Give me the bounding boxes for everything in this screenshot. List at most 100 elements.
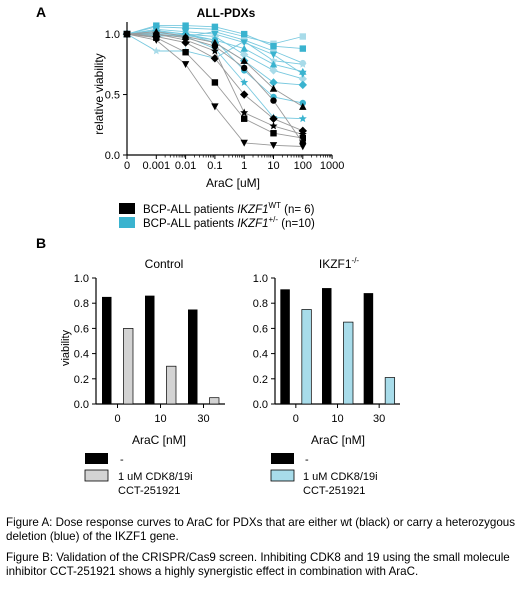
data-point-triangle-up: [269, 60, 278, 68]
data-point-star: [298, 60, 307, 68]
chart-a-xlabel: AraC [uM]: [206, 176, 260, 190]
chart-b1-plot: 0.0 0.2 0.4 0.6 0.8 1.0 0 10 30: [74, 273, 225, 425]
panel-a-letter: A: [36, 4, 46, 20]
bar-chart-y-tick-label: 0.4: [253, 349, 268, 361]
bar-chart-y-tick-label: 0.8: [253, 298, 268, 310]
bar-inhibitor: [384, 377, 396, 405]
series-wt-triangle-up: [123, 27, 307, 110]
chart-a-series: [122, 22, 307, 151]
bar-baseline: [322, 288, 332, 404]
data-point-triangle-up: [269, 84, 278, 92]
legend-a-del-label: BCP-ALL patients IKZF1+/- (n=10): [143, 215, 315, 230]
bar-chart-x-tick-label: 10: [331, 413, 343, 425]
chart-a-x-tick-label: 0.1: [207, 160, 222, 172]
legend-b2-inhibitor-line2: CCT-251921: [303, 485, 365, 497]
bar-chart-y-tick-label: 1.0: [74, 273, 89, 285]
chart-a-x-tick-label: 10: [267, 160, 279, 172]
bar-inhibitor: [209, 397, 220, 405]
data-point-star: [240, 78, 249, 86]
bar-inhibitor: [123, 328, 134, 405]
data-point-triangle-down: [211, 103, 219, 111]
data-point-triangle-down: [269, 51, 278, 59]
bar-chart-x-tick-label: 10: [154, 413, 166, 425]
data-point-square: [270, 42, 277, 50]
legend-b2: - 1 uM CDK8/19i CCT-251921: [270, 453, 378, 497]
legend-a: BCP-ALL patients IKZF1WT (n= 6) BCP-ALL …: [119, 201, 315, 230]
legend-b1-inhibitor-line1: 1 uM CDK8/19i: [118, 471, 193, 483]
data-point-circle: [211, 42, 219, 50]
legend-b1-dash-label: -: [120, 454, 124, 466]
legend-b1-dash-swatch: [85, 453, 108, 464]
data-point-diamond: [240, 90, 249, 99]
data-point-diamond: [240, 50, 249, 59]
legend-a-wt-label: BCP-ALL patients IKZF1WT (n= 6): [143, 201, 315, 216]
bar-inhibitor: [343, 321, 354, 405]
chart-a-y-tick-label: 0.5: [105, 90, 120, 102]
data-point-star: [240, 108, 249, 117]
chart-a-x-tick-label: 100: [294, 160, 312, 172]
legend-b1-inhibitor-swatch: [84, 469, 109, 482]
bar-chart-x-tick-label: 0: [114, 413, 120, 425]
chart-a-x-tick-label: 0.001: [143, 160, 171, 172]
legend-b2-dash-swatch: [271, 453, 294, 464]
data-point-diamond: [210, 54, 220, 63]
legend-b2-inhibitor-swatch: [270, 469, 295, 482]
chart-b2-xlabel: AraC [nM]: [311, 433, 365, 447]
data-point-square: [299, 134, 306, 142]
chart-a-x-tick-label: 1000: [320, 160, 344, 172]
bar-chart-y-tick-label: 0.0: [253, 399, 268, 411]
dose-response-chart: ALL-PDXs relative viability AraC [uM] 0 0…: [92, 6, 344, 190]
control-bar-chart: Control viability AraC [nM] 0.0 0.2 0.4 0.6…: [60, 257, 225, 447]
chart-a-ylabel: relative viability: [92, 53, 106, 134]
bar-baseline: [363, 293, 374, 404]
chart-a-x-tick-label: 1: [241, 160, 247, 172]
chart-b2-title: IKZF1-/-: [319, 256, 360, 271]
data-point-square: [211, 79, 219, 86]
data-point-diamond: [298, 80, 307, 90]
data-point-square: [153, 22, 160, 29]
data-point-triangle-down: [269, 142, 278, 150]
bar-chart-y-tick-label: 0.4: [74, 349, 89, 361]
data-point-star: [298, 130, 307, 138]
chart-b1-ylabel: viability: [60, 329, 72, 366]
data-point-circle: [153, 30, 160, 38]
data-point-square: [182, 49, 189, 56]
bar-inhibitor: [166, 365, 177, 405]
data-point-triangle-down: [299, 70, 307, 78]
data-point-diamond: [269, 114, 278, 123]
data-point-triangle-down: [240, 39, 248, 47]
bar-chart-y-tick-label: 0.2: [253, 374, 268, 386]
data-point-diamond: [298, 74, 307, 84]
data-point-star: [210, 46, 219, 55]
bar-baseline: [145, 295, 155, 404]
bar-chart-x-tick-label: 0: [293, 413, 299, 425]
bar-chart-y-tick-label: 0.2: [74, 374, 89, 386]
ikzf1-bar-chart: IKZF1-/- AraC [nM] 0.0 0.2 0.4 0.6 0.8 1.0 0 10…: [253, 256, 400, 447]
data-point-triangle-up: [240, 44, 248, 52]
data-point-square: [299, 45, 306, 52]
bar-baseline: [102, 296, 112, 404]
data-point-star: [298, 114, 307, 123]
data-point-circle: [241, 64, 248, 72]
data-point-square: [299, 33, 306, 40]
bar-chart-y-tick-label: 0.0: [74, 399, 89, 411]
data-point-circle: [299, 139, 306, 147]
legend-b2-inhibitor-line1: 1 uM CDK8/19i: [303, 471, 378, 483]
legend-a-wt-swatch: [119, 203, 135, 214]
data-point-triangle-down: [211, 30, 219, 38]
bar-chart-x-tick-label: 30: [197, 413, 209, 425]
series-wt-circle: [123, 30, 306, 147]
data-point-star: [269, 121, 278, 130]
chart-b1-xlabel: AraC [nM]: [132, 433, 186, 447]
data-point-square: [270, 130, 277, 137]
bar-chart-y-tick-label: 0.6: [253, 323, 268, 335]
bar-inhibitor: [301, 309, 312, 405]
data-point-triangle-down: [181, 61, 190, 69]
chart-a-title: ALL-PDXs: [197, 6, 256, 20]
chart-a-x-tick-label: 0: [124, 160, 130, 172]
data-point-star: [269, 56, 278, 65]
chart-a-x-tick-label: 0.01: [175, 160, 196, 172]
panel-b-letter: B: [36, 235, 46, 251]
bar-chart-y-tick-label: 0.6: [74, 323, 89, 335]
data-point-diamond: [269, 66, 278, 75]
